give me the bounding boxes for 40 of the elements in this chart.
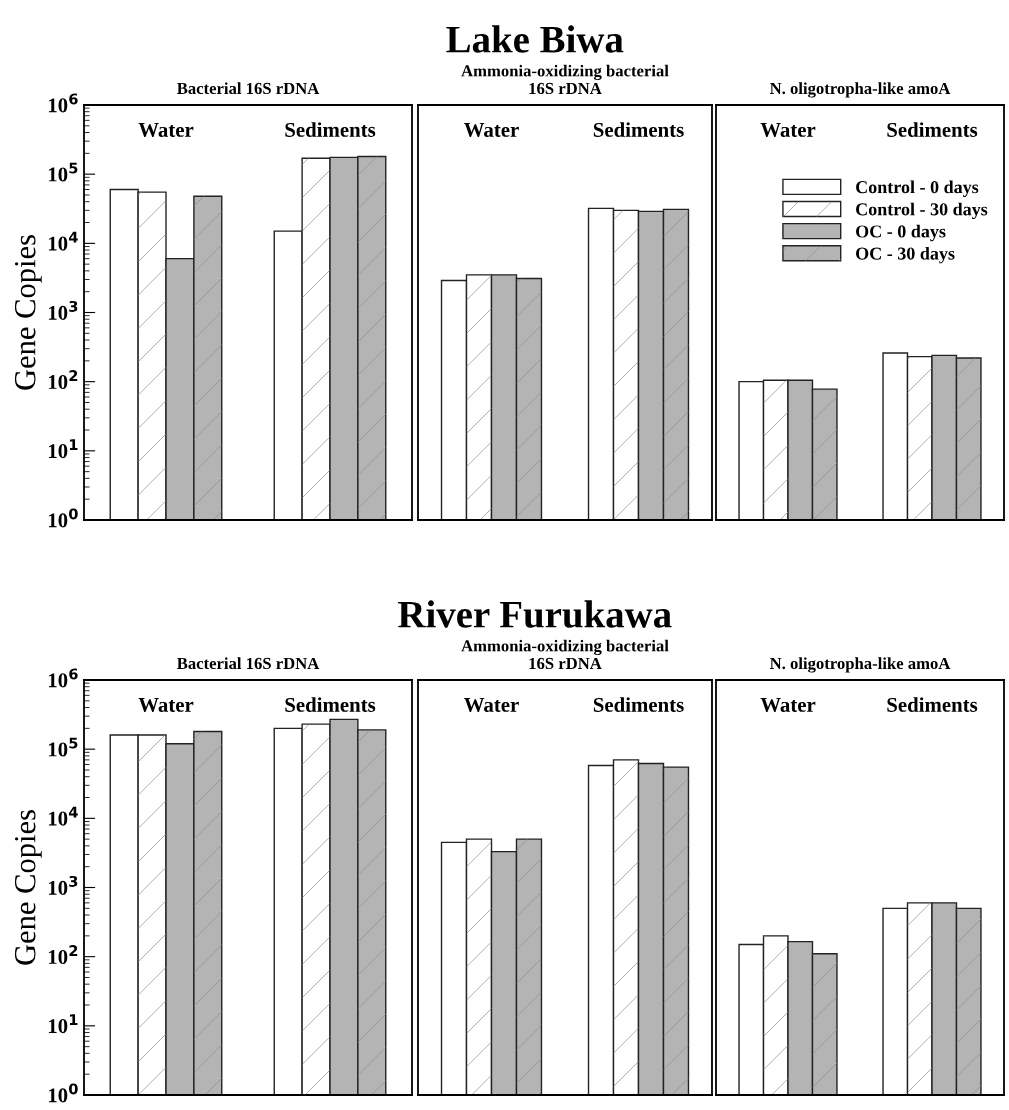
legend-label: OC - 0 days (856, 224, 946, 242)
y-tick-label: 10$^{6}$ (48, 668, 78, 688)
x-tick-label: Water (464, 123, 519, 137)
x-tick-label: Sediments (285, 122, 376, 137)
y-tick-label: 10$^{2}$ (48, 370, 78, 390)
chart-title: Bacterial 16S rDNA (176, 657, 320, 670)
y-tick-label: 10$^{5}$ (48, 737, 78, 757)
y-tick-label: 10$^{1}$ (48, 439, 78, 459)
y-tick-label: 10$^{0}$ (48, 1083, 78, 1103)
y-tick-label: 10$^{1}$ (48, 1014, 78, 1034)
y-tick-label: 10$^{2}$ (48, 945, 78, 965)
x-tick-label: Water (464, 698, 519, 712)
chart-title: Ammonia-oxidizing bacterial 16S rDNA (461, 64, 669, 95)
y-tick-label: 10$^{0}$ (48, 508, 78, 528)
chart-title: N. oligotropha-like amoA (769, 82, 951, 98)
x-tick-label: Water (138, 123, 194, 137)
chart-title: Ammonia-oxidizing bacterial 16S rDNA (461, 639, 669, 670)
x-tick-label: Water (760, 698, 816, 712)
y-tick-label: 10$^{5}$ (48, 162, 78, 182)
y-tick-label: 10$^{3}$ (48, 300, 78, 320)
text: River Furukawa (398, 600, 672, 628)
y-axis-title: Gene Copies (14, 235, 42, 390)
x-tick-label: Water (760, 123, 816, 137)
legend-label: Control - 0 days (856, 180, 979, 197)
x-tick-label: Sediments (593, 697, 684, 712)
y-tick-label: 10$^{6}$ (48, 93, 78, 113)
legend-label: Control - 30 days (856, 202, 988, 220)
x-tick-label: Sediments (887, 122, 978, 137)
x-tick-label: Sediments (593, 122, 684, 137)
chart-title: Bacterial 16S rDNA (176, 82, 320, 95)
text: Lake Biwa (446, 25, 624, 53)
x-tick-label: Water (138, 698, 194, 712)
y-axis-title: Gene Copies (14, 810, 42, 965)
x-tick-label: Sediments (887, 697, 978, 712)
y-tick-label: 10$^{3}$ (48, 875, 78, 895)
chart-title: N. oligotropha-like amoA (769, 657, 951, 673)
y-tick-label: 10$^{4}$ (48, 231, 78, 251)
x-tick-label: Sediments (285, 697, 376, 712)
y-tick-label: 10$^{4}$ (48, 806, 78, 826)
legend-label: OC - 30 days (856, 246, 955, 264)
